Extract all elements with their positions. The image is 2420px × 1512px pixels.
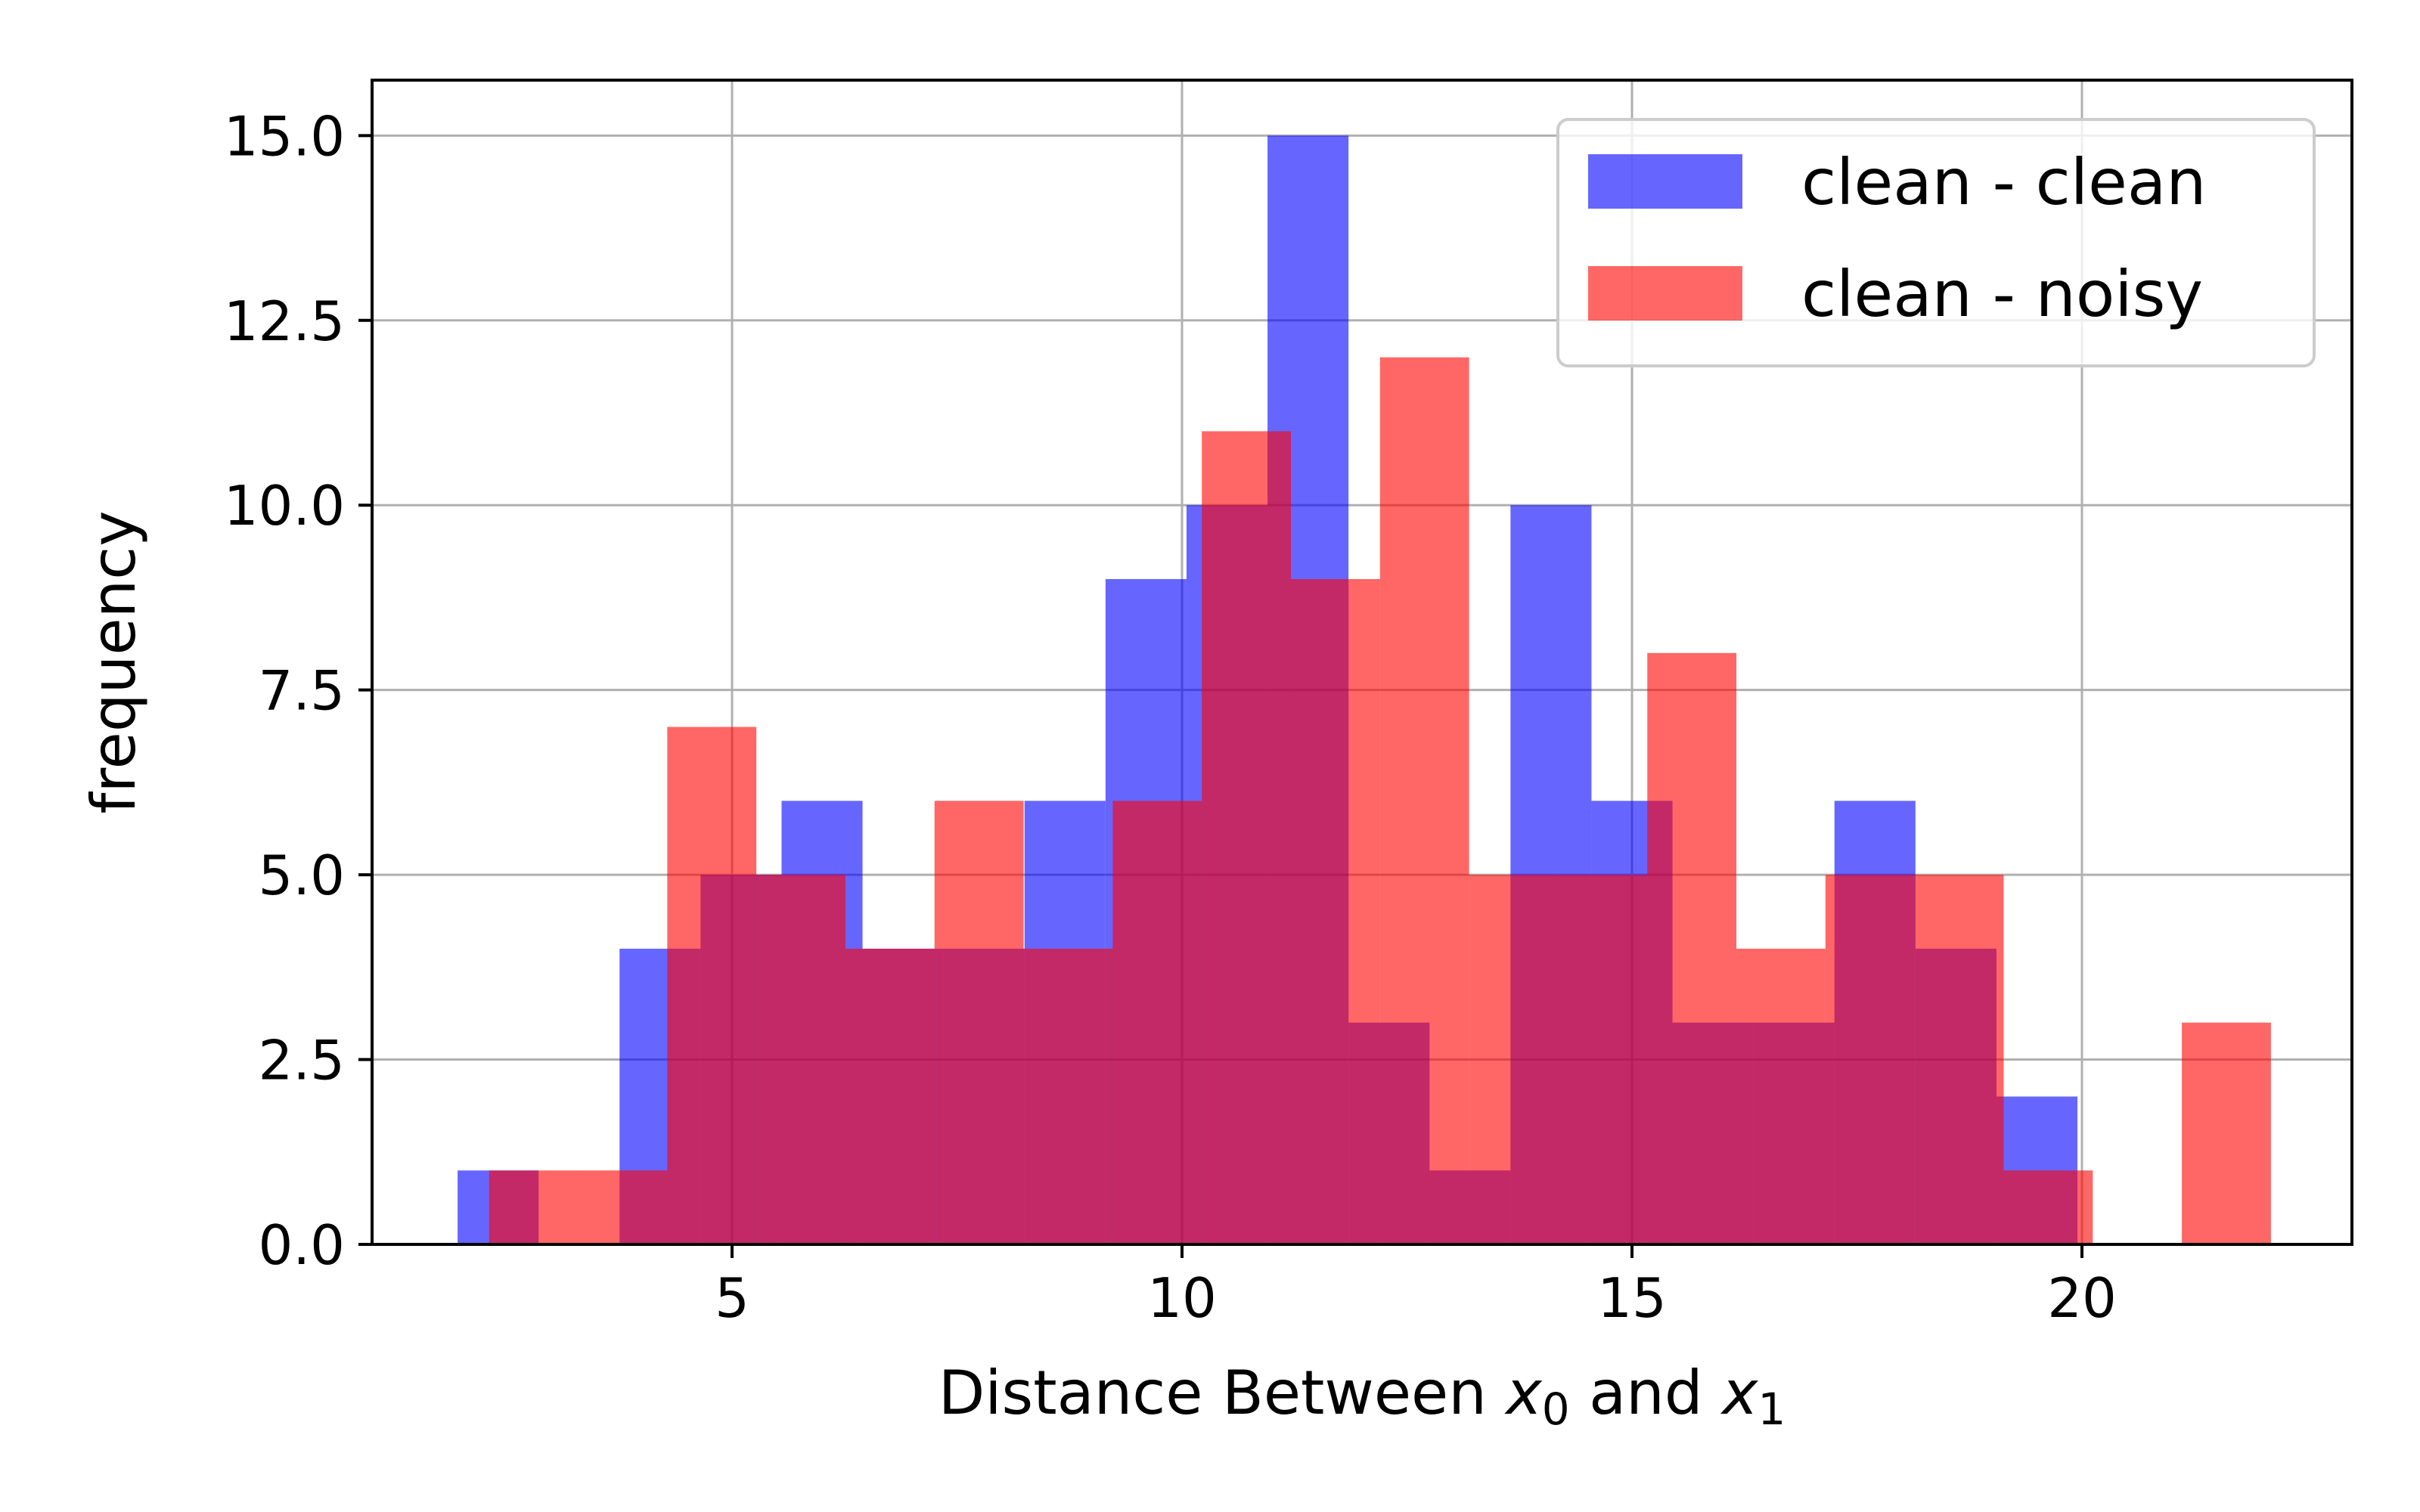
axis-ticks: 5 10 15 20 0.0 2.5 5.0 7.5 10.0 12.5 15.0 <box>224 104 2117 1330</box>
legend-box <box>1556 118 2316 367</box>
y-tick-label-6: 15.0 <box>224 104 345 168</box>
bar-1-9 <box>1290 579 1380 1244</box>
plot-frame <box>371 79 2353 1246</box>
series-1-bars <box>489 357 2271 1245</box>
y-tick-label-3: 7.5 <box>258 659 345 723</box>
legend-swatch-0 <box>1588 154 1742 209</box>
y-tick-label-0: 0.0 <box>258 1213 345 1277</box>
bar-1-2 <box>667 727 757 1244</box>
bar-1-16 <box>1914 875 2004 1244</box>
bar-1-19 <box>2182 1022 2271 1244</box>
bar-1-10 <box>1379 357 1469 1245</box>
x-axis-label-var0: x <box>1503 1358 1543 1428</box>
bar-1-5 <box>934 801 1024 1244</box>
y-tick-label-5: 12.5 <box>224 290 345 353</box>
x-axis-label: Distance Between x0 and x1 <box>939 1358 1786 1435</box>
y-tick-label-1: 2.5 <box>258 1029 345 1092</box>
bar-1-7 <box>1112 801 1202 1244</box>
bar-1-4 <box>845 948 935 1244</box>
x-tick-label-1: 10 <box>1147 1266 1217 1330</box>
y-axis-label: frequency <box>79 510 149 813</box>
x-axis-label-var1: x <box>1720 1358 1759 1428</box>
x-axis-label-sub1: 1 <box>1758 1383 1786 1435</box>
bar-1-15 <box>1825 875 1915 1244</box>
histogram-bars <box>458 135 2271 1245</box>
bar-1-11 <box>1469 875 1559 1244</box>
bar-1-17 <box>2003 1170 2093 1244</box>
bar-1-6 <box>1023 948 1113 1244</box>
bar-1-12 <box>1558 875 1648 1244</box>
x-axis-label-mid: and <box>1570 1358 1722 1428</box>
bar-1-3 <box>756 875 845 1244</box>
x-axis-label-prefix: Distance Between <box>939 1358 1506 1428</box>
bar-1-0 <box>489 1170 579 1244</box>
x-axis-label-sub0: 0 <box>1542 1383 1570 1435</box>
legend: clean - clean clean - noisy <box>1556 118 2316 367</box>
y-tick-label-2: 5.0 <box>258 844 345 907</box>
bar-1-8 <box>1202 431 1291 1244</box>
y-tick-label-4: 10.0 <box>224 474 345 538</box>
bar-1-1 <box>578 1170 668 1244</box>
bar-1-14 <box>1736 948 1826 1244</box>
x-tick-label-0: 5 <box>715 1266 749 1330</box>
legend-label-0: clean - clean <box>1801 145 2207 219</box>
legend-swatch-1 <box>1588 266 1742 321</box>
legend-label-1: clean - noisy <box>1801 257 2203 331</box>
x-tick-label-3: 20 <box>2047 1266 2117 1330</box>
bar-1-13 <box>1647 652 1737 1244</box>
x-tick-label-2: 15 <box>1597 1266 1667 1330</box>
